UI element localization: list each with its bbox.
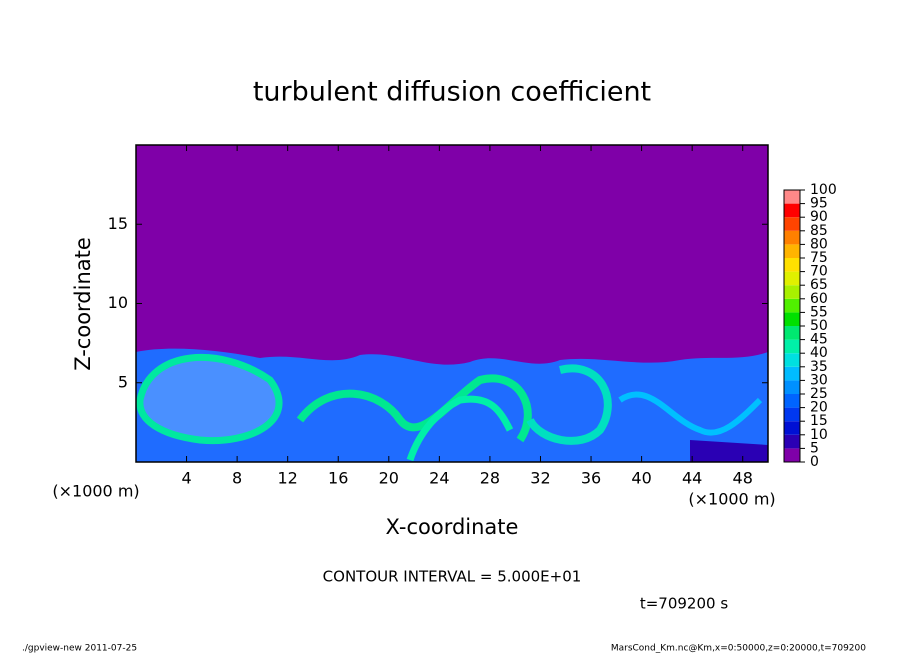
- x-tick-label: 20: [379, 469, 399, 488]
- colorbar-label: 90: [810, 209, 828, 225]
- field-texture: [136, 353, 283, 445]
- footer: MarsCond_Km.nc@Km,x=0:50000,z=0:20000,t=…: [611, 644, 866, 654]
- x-unit: (×1000 m): [52, 482, 139, 501]
- colorbar-band: [784, 380, 800, 394]
- annotation: CONTOUR INTERVAL = 5.000E+01: [323, 568, 582, 586]
- colorbar-band: [784, 339, 800, 354]
- x-tick-label: 12: [278, 469, 298, 488]
- colorbar-band: [784, 312, 800, 326]
- colorbar-label: 80: [810, 236, 828, 252]
- colorbar-label: 100: [810, 182, 837, 198]
- colorbar-band: [784, 244, 800, 258]
- colorbar-band: [784, 217, 800, 231]
- x-axis-label: X-coordinate: [386, 515, 519, 539]
- field-texture: [618, 391, 763, 436]
- colorbar-band: [784, 407, 800, 422]
- colorbar-band: [784, 394, 800, 408]
- colorbar-label: 40: [810, 345, 828, 361]
- colorbar-label: 20: [810, 400, 828, 416]
- x-tick-label: 28: [480, 469, 500, 488]
- colorbar-label: 15: [810, 413, 828, 429]
- colorbar-label: 85: [810, 223, 828, 239]
- x-tick-label: 44: [682, 469, 702, 488]
- colorbar-band: [784, 366, 800, 381]
- colorbar-band: [784, 421, 800, 435]
- colorbar-band: [784, 326, 800, 340]
- field-texture: [690, 440, 768, 462]
- colorbar-label: 0: [810, 454, 819, 470]
- y-tick-label: 10: [108, 293, 128, 312]
- x-tick-label: 32: [530, 469, 550, 488]
- field-texture: [526, 364, 612, 445]
- colorbar-label: 30: [810, 372, 828, 388]
- colorbar-band: [784, 190, 800, 204]
- colorbar-band: [784, 271, 800, 286]
- colorbar-label: 25: [810, 386, 828, 402]
- x-tick-label: 40: [631, 469, 651, 488]
- colorbar-label: 65: [810, 277, 828, 293]
- colorbar-band: [784, 448, 800, 462]
- colorbar-label: 70: [810, 264, 828, 280]
- colorbar-band: [784, 434, 800, 449]
- colorbar-band: [784, 353, 800, 367]
- x-tick-label: 8: [232, 469, 242, 488]
- colorbar-label: 35: [810, 359, 828, 375]
- field-texture: [406, 395, 514, 462]
- chart-title: turbulent diffusion coefficient: [253, 77, 651, 108]
- annotation: t=709200 s: [640, 595, 728, 613]
- field: [135, 144, 769, 463]
- x-tick-label: 48: [733, 469, 753, 488]
- colorbar-band: [784, 203, 800, 218]
- colorbar-label: 50: [810, 318, 828, 334]
- x-tick-label: 4: [181, 469, 191, 488]
- colorbar-label: 45: [810, 332, 828, 348]
- y-tick-label: 15: [108, 214, 128, 233]
- y-tick-label: 5: [118, 372, 128, 391]
- colorbar-label: 75: [810, 250, 828, 266]
- x-tick-label: 24: [429, 469, 449, 488]
- colorbar-label: 60: [810, 291, 828, 307]
- colorbar-band: [784, 258, 800, 272]
- y-axis-label: Z-coordinate: [71, 237, 95, 371]
- colorbar-band: [784, 285, 800, 299]
- x-tick-label: 36: [581, 469, 601, 488]
- colorbar-label: 55: [810, 304, 828, 320]
- colorbar-label: 10: [810, 427, 828, 443]
- footer: ./gpview-new 2011-07-25: [22, 644, 137, 654]
- colorbar-label: 95: [810, 196, 828, 212]
- x-unit: (×1000 m): [688, 490, 775, 509]
- x-tick-label: 16: [328, 469, 348, 488]
- colorbar-label: 5: [810, 440, 819, 456]
- colorbar-band: [784, 230, 800, 245]
- colorbar-band: [784, 298, 800, 313]
